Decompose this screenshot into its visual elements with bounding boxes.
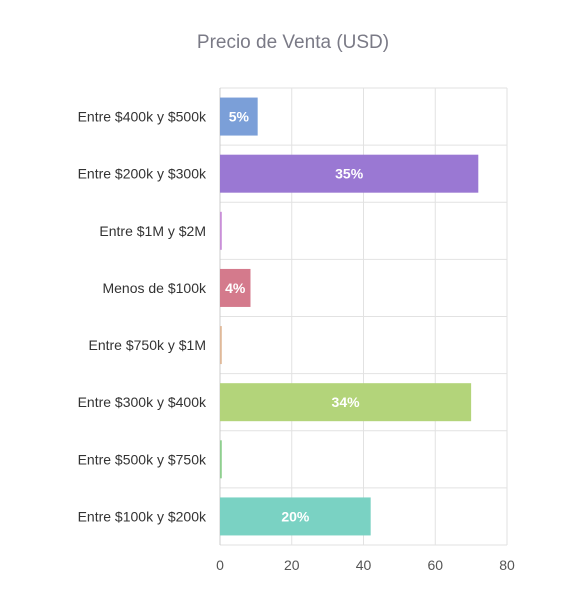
bar — [220, 383, 472, 422]
bar-value-label: 5% — [229, 109, 250, 125]
category-labels: Entre $400k y $500k Entre $200k y $300k En… — [78, 109, 207, 525]
x-tick-label: 40 — [356, 557, 372, 573]
category-label: Entre $300k y $400k — [78, 394, 207, 410]
bar-value-label: 34% — [332, 394, 361, 410]
x-tick-label: 80 — [499, 557, 515, 573]
bar — [220, 211, 222, 250]
x-tick-label: 0 — [216, 557, 224, 573]
x-tick-label: 60 — [427, 557, 443, 573]
category-label: Entre $200k y $300k — [78, 166, 207, 182]
bar — [220, 326, 222, 365]
chart-title: Precio de Venta (USD) — [197, 32, 389, 53]
bar — [220, 440, 222, 479]
bar-value-label: 4% — [225, 280, 246, 296]
bar — [220, 97, 258, 136]
x-tick-label: 20 — [284, 557, 300, 573]
category-label: Entre $750k y $1M — [88, 337, 206, 353]
bar — [220, 497, 371, 536]
grid-lines — [219, 87, 508, 546]
category-label: Menos de $100k — [102, 280, 207, 296]
category-label: Entre $500k y $750k — [78, 451, 207, 467]
category-label: Entre $100k y $200k — [78, 508, 207, 524]
category-label: Entre $400k y $500k — [78, 109, 207, 125]
bar — [220, 268, 251, 307]
category-label: Entre $1M y $2M — [99, 223, 206, 239]
bars: 5% 35% 4% 34% 20% — [220, 97, 479, 536]
bar — [220, 154, 479, 193]
x-axis-ticks: 0 20 40 60 80 — [216, 557, 515, 573]
bar-value-label: 35% — [335, 166, 364, 182]
bar-value-label: 20% — [281, 508, 310, 524]
